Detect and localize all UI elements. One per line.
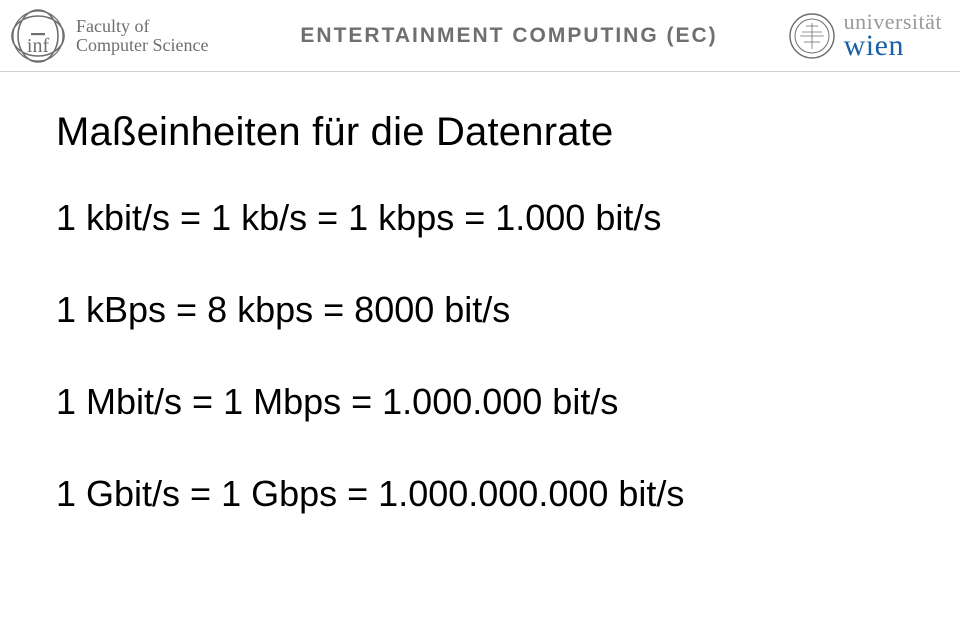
course-title: ENTERTAINMENT COMPUTING (EC) xyxy=(230,24,787,48)
inf-logo-icon: inf xyxy=(10,8,66,64)
slide-header: inf Faculty of Computer Science ENTERTAI… xyxy=(0,0,960,72)
datarate-line-4: 1 Gbit/s = 1 Gbps = 1.000.000.000 bit/s xyxy=(56,473,904,515)
university-wordmark: universität wien xyxy=(844,12,942,60)
header-divider xyxy=(0,71,960,72)
slide-title: Maßeinheiten für die Datenrate xyxy=(56,110,904,155)
faculty-line-1: Faculty of xyxy=(76,17,208,36)
slide-content: Maßeinheiten für die Datenrate 1 kbit/s … xyxy=(0,72,960,515)
datarate-line-1: 1 kbit/s = 1 kb/s = 1 kbps = 1.000 bit/s xyxy=(56,197,904,239)
faculty-label: Faculty of Computer Science xyxy=(76,17,208,55)
university-name-bottom: wien xyxy=(844,32,904,60)
university-logo: universität wien xyxy=(788,12,942,60)
datarate-line-3: 1 Mbit/s = 1 Mbps = 1.000.000 bit/s xyxy=(56,381,904,423)
datarate-line-2: 1 kBps = 8 kbps = 8000 bit/s xyxy=(56,289,904,331)
inf-logo-text: inf xyxy=(27,35,50,57)
faculty-line-2: Computer Science xyxy=(76,36,208,55)
slide: inf Faculty of Computer Science ENTERTAI… xyxy=(0,0,960,629)
university-seal-icon xyxy=(788,12,836,60)
